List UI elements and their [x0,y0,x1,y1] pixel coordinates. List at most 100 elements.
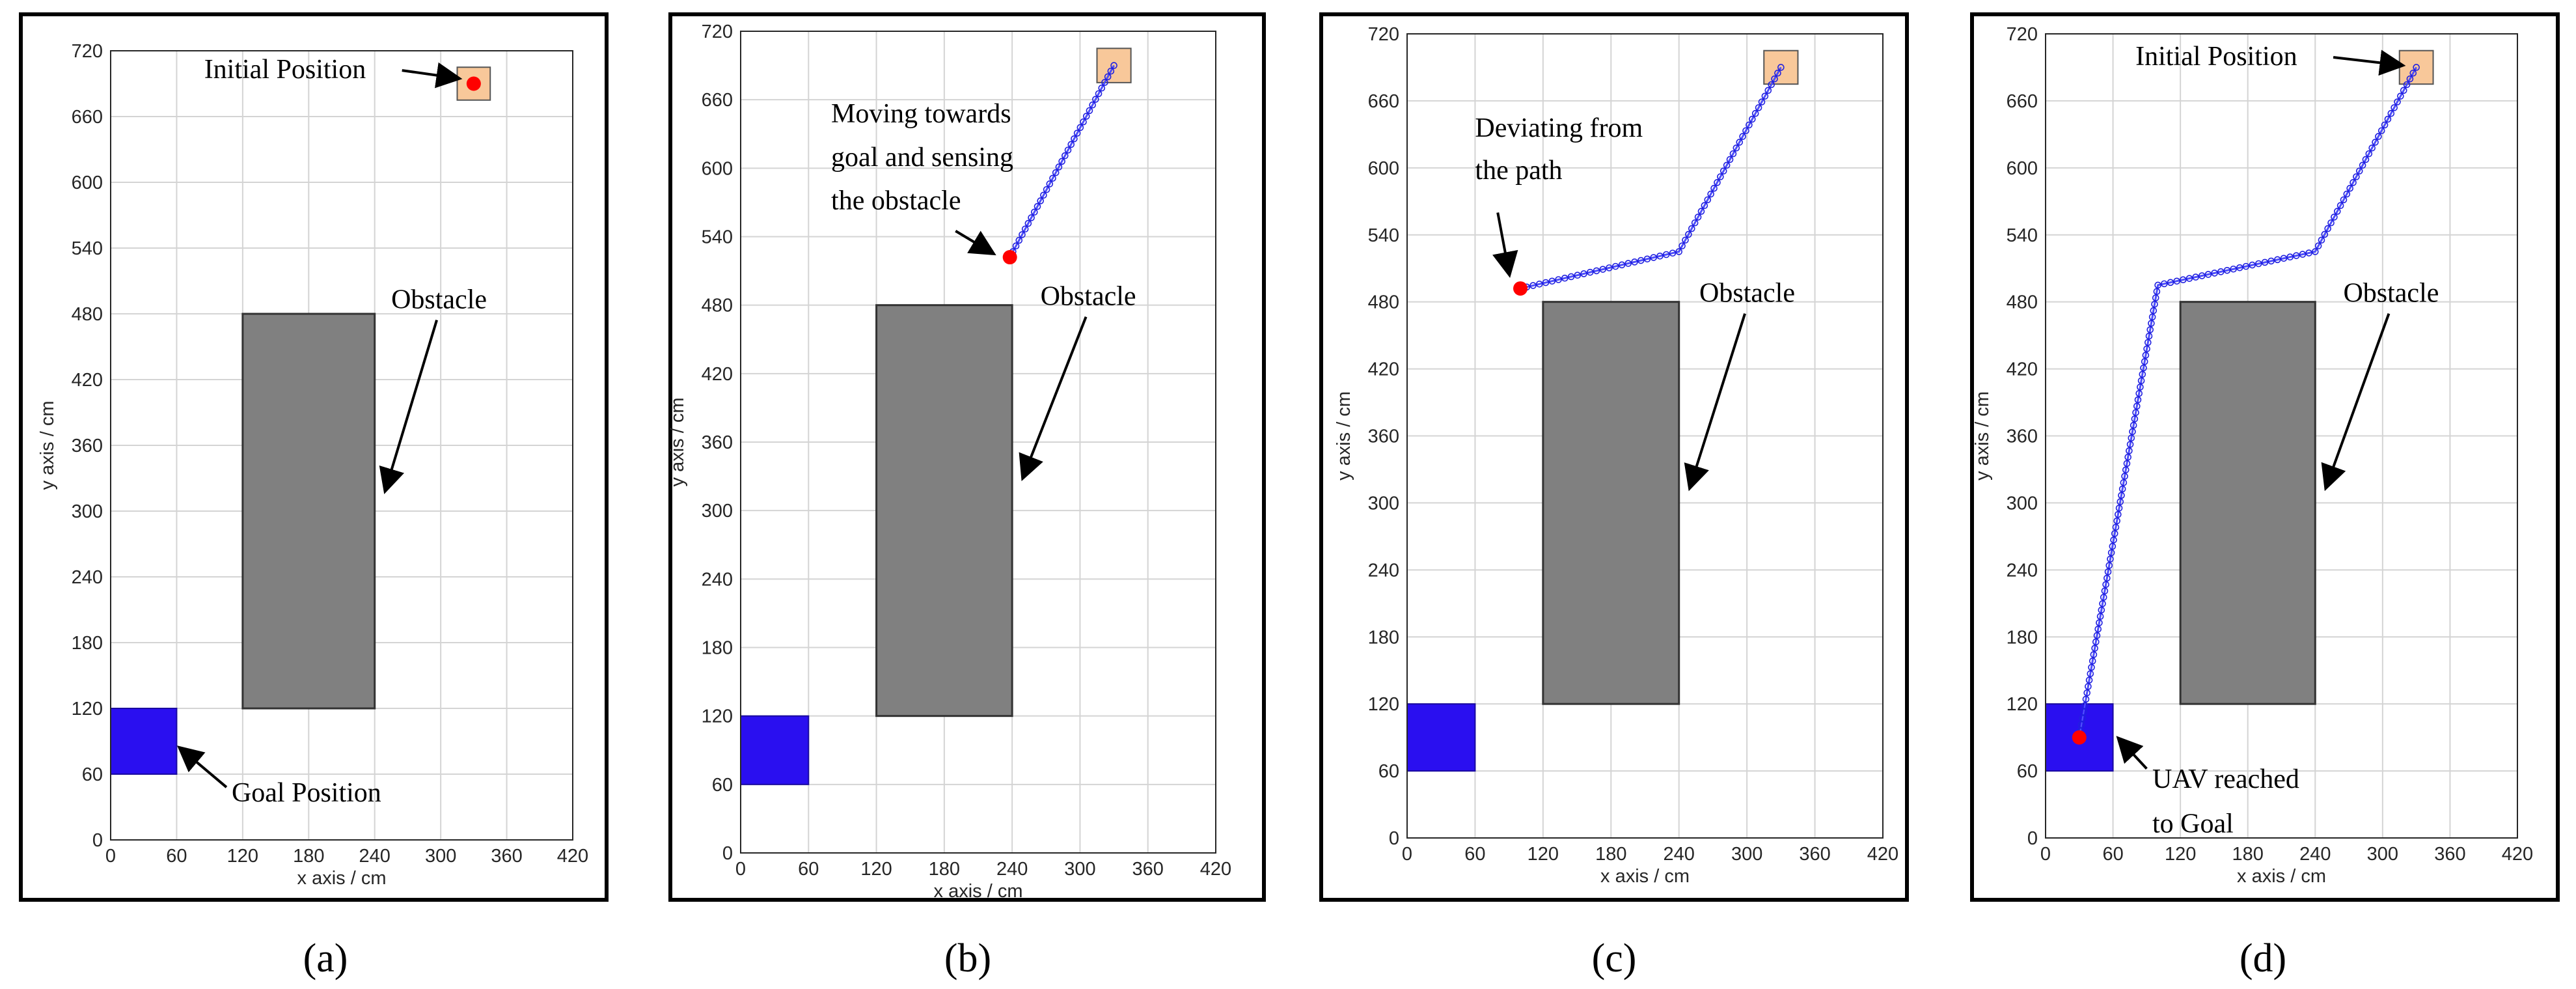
y-tick-label: 720 [72,41,103,62]
trajectory-marker [2085,683,2092,690]
x-tick-label: 60 [2102,844,2123,865]
trajectory-marker [2413,64,2420,71]
trajectory-marker [1012,242,1020,250]
y-tick-label: 300 [702,501,733,522]
trajectory-marker [1110,62,1117,69]
y-tick-label: 120 [2007,694,2038,715]
x-tick-label: 420 [557,846,588,867]
trajectory-marker [1561,274,1569,282]
panel-caption: (d) [2240,936,2286,981]
trajectory-marker [2397,92,2404,100]
trajectory-marker [2079,714,2087,722]
trajectory-marker [2151,300,2158,308]
trajectory-line [1009,65,1115,258]
trajectory-marker [2129,428,2136,436]
trajectory-marker [2305,249,2312,257]
trajectory-marker [2406,75,2414,83]
y-tick-label: 480 [2007,292,2038,313]
trajectory-marker [2286,253,2294,261]
x-axis-label: x axis / cm [297,868,387,889]
trajectory-marker [1755,104,1762,111]
trajectory-marker [2327,219,2335,227]
trajectory-marker [2314,242,2322,249]
x-axis-label: x axis / cm [2237,866,2326,887]
trajectory-marker [2100,594,2107,601]
trajectory-marker [1749,115,1756,123]
annotation-arrow [2321,313,2391,492]
y-tick-label: 120 [72,699,103,719]
annotation-text: Obstacle [391,285,487,315]
trajectory-marker [2123,460,2131,467]
y-tick-label: 0 [722,843,733,864]
y-tick-label: 600 [702,158,733,179]
trajectory-marker [1746,121,1753,129]
trajectory-marker [1650,254,1658,261]
annotation-arrow [379,320,438,494]
y-tick-label: 240 [72,567,103,588]
trajectory-marker [2153,288,2161,296]
trajectory-marker [1710,184,1718,192]
trajectory-marker [2105,562,2113,569]
trajectory-marker [2211,270,2218,277]
trajectory-marker [2145,332,2153,340]
trajectory-marker [2091,645,2098,652]
trajectory-marker [2299,251,2307,258]
trajectory-marker [1574,272,1582,279]
trajectory-marker [2104,568,2112,576]
y-tick-label: 660 [72,107,103,128]
trajectory-marker [1028,214,1035,221]
trajectory-marker [1736,139,1744,146]
trajectory-marker [1624,260,1632,267]
trajectory-marker [1046,180,1054,188]
trajectory-marker [2400,87,2407,94]
annotation-text: to Goal [2152,809,2234,839]
trajectory-marker [2141,358,2148,365]
trajectory-marker [2387,109,2395,117]
trajectory-marker [1030,208,1038,216]
trajectory-marker [1529,282,1537,289]
trajectory-marker [1742,127,1749,135]
annotation-arrow [2333,49,2406,76]
trajectory-marker [1694,214,1702,221]
obstacle-rect [875,304,1013,717]
y-tick-label: 600 [2007,158,2038,179]
trajectory-marker [1067,141,1075,148]
trajectory-marker [2350,179,2357,186]
trajectory-marker [1662,251,1670,258]
trajectory-marker [1688,225,1695,232]
trajectory-marker [2336,202,2344,210]
annotation-arrow [955,230,996,256]
trajectory-marker [1034,202,1041,210]
trajectory-marker [2148,313,2156,321]
uav-marker [1002,250,1017,265]
annotation-text: Deviating from [1475,113,1643,143]
uav-marker [2072,730,2087,745]
trajectory-marker [1037,197,1044,204]
trajectory-marker [2103,574,2111,582]
trajectory-marker [1761,92,1769,100]
trajectory-marker [2107,549,2115,557]
x-tick-label: 300 [1064,859,1095,880]
trajectory-marker [2381,121,2389,129]
trajectory-marker [2085,676,2093,684]
y-tick-label: 0 [92,830,103,851]
trajectory-marker [2403,81,2411,89]
trajectory-marker [1052,169,1060,176]
trajectory-marker [1073,130,1081,137]
trajectory-marker [1618,261,1626,269]
trajectory-marker [1586,268,1594,276]
trajectory-marker [2094,625,2102,633]
y-tick-label: 540 [702,227,733,248]
trajectory-marker [2198,272,2206,279]
trajectory-marker [2144,339,2152,346]
annotation-text: goal and sensing [831,143,1013,173]
trajectory-marker [1107,67,1115,75]
trajectory-marker [2118,492,2125,499]
x-tick-label: 0 [2040,844,2051,865]
annotation-arrow [1684,313,1746,492]
trajectory-marker [1567,273,1575,281]
trajectory-marker [1080,118,1087,126]
trajectory-marker [2368,144,2376,152]
y-tick-label: 300 [1368,493,1399,514]
